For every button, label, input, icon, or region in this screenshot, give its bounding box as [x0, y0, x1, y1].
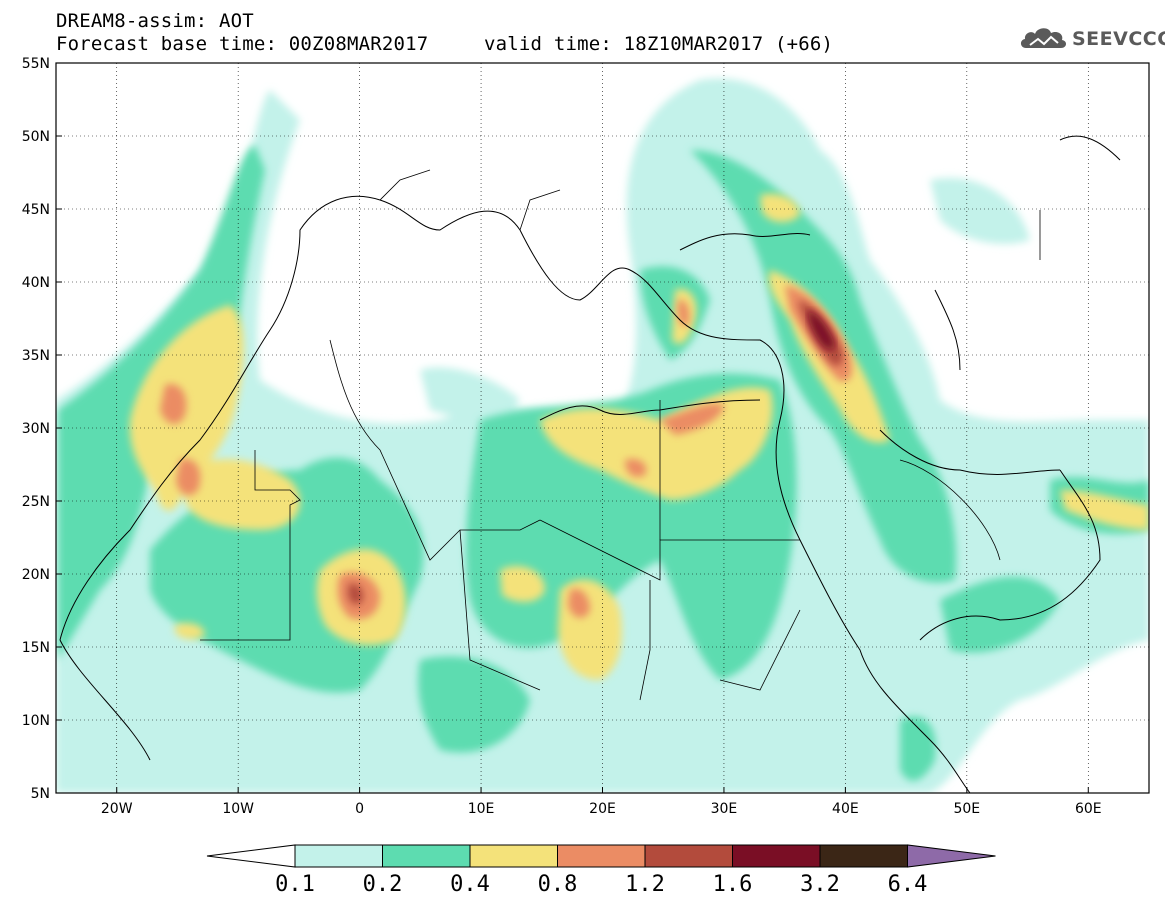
colorbar-swatch	[469, 844, 558, 868]
lon-labels: 20W 10W 0 10E 20E 30E 40E 50E 60E	[101, 801, 1102, 817]
colorbar-tick-label: 0.8	[537, 872, 578, 897]
lon-label: 0	[355, 801, 364, 817]
lon-label: 30E	[711, 801, 738, 817]
colorbar-swatch	[382, 844, 471, 868]
logo-text: SEEVCCC	[1072, 28, 1165, 50]
aot-level-1.6	[808, 310, 835, 350]
colorbar-tick-label: 0.1	[275, 872, 315, 897]
lat-label: 35N	[22, 348, 50, 364]
lat-label: 55N	[22, 56, 50, 72]
lon-label: 10E	[468, 801, 495, 817]
colorbar-over-triangle	[907, 844, 996, 868]
coastlines	[59, 135, 1121, 793]
cloud-icon	[1020, 28, 1067, 48]
lon-label: 20E	[589, 801, 616, 817]
title-line-2: Forecast base time: 00Z08MAR2017	[56, 33, 429, 55]
title-line-1: DREAM8-assim: AOT	[56, 10, 254, 32]
colorbar-swatch	[557, 844, 646, 868]
lat-label: 15N	[22, 640, 50, 656]
lon-label: 60E	[1075, 801, 1102, 817]
lat-label: 45N	[22, 202, 50, 218]
title-line-3: valid time: 18Z10MAR2017 (+66)	[484, 33, 834, 55]
lat-label: 25N	[22, 494, 50, 510]
axis-ticks	[56, 62, 1089, 794]
colorbar-tick-label: 1.6	[712, 872, 753, 897]
colorbar-swatch	[819, 844, 908, 868]
seevccc-logo: SEEVCCC	[1018, 24, 1165, 54]
colorbar-tick-label: 3.2	[800, 872, 840, 897]
lat-label: 20N	[22, 567, 50, 583]
lat-labels: 55N 50N 45N 40N 35N 30N 25N 20N 15N 10N 5N	[22, 56, 50, 802]
colorbar-tick-label: 0.4	[450, 872, 490, 897]
colorbar-swatch	[644, 844, 733, 868]
lon-label: 10W	[222, 801, 254, 817]
lat-label: 50N	[22, 129, 50, 145]
colorbar-tick-label: 1.2	[625, 872, 665, 897]
lat-label: 30N	[22, 421, 50, 437]
lat-label: 10N	[22, 713, 50, 729]
lon-label: 50E	[953, 801, 980, 817]
colorbar	[206, 844, 996, 868]
lon-label: 40E	[832, 801, 859, 817]
borders	[200, 169, 1041, 701]
colorbar-swatch	[294, 844, 383, 868]
colorbar-under-triangle	[206, 844, 296, 868]
lon-label: 20W	[101, 801, 133, 817]
lat-label: 5N	[31, 786, 50, 802]
colorbar-tick-label: 0.2	[362, 872, 403, 897]
gridlines	[56, 63, 1149, 793]
colorbar-tick-label: 6.4	[887, 872, 928, 897]
lat-label: 40N	[22, 275, 50, 291]
colorbar-swatch	[732, 844, 821, 868]
